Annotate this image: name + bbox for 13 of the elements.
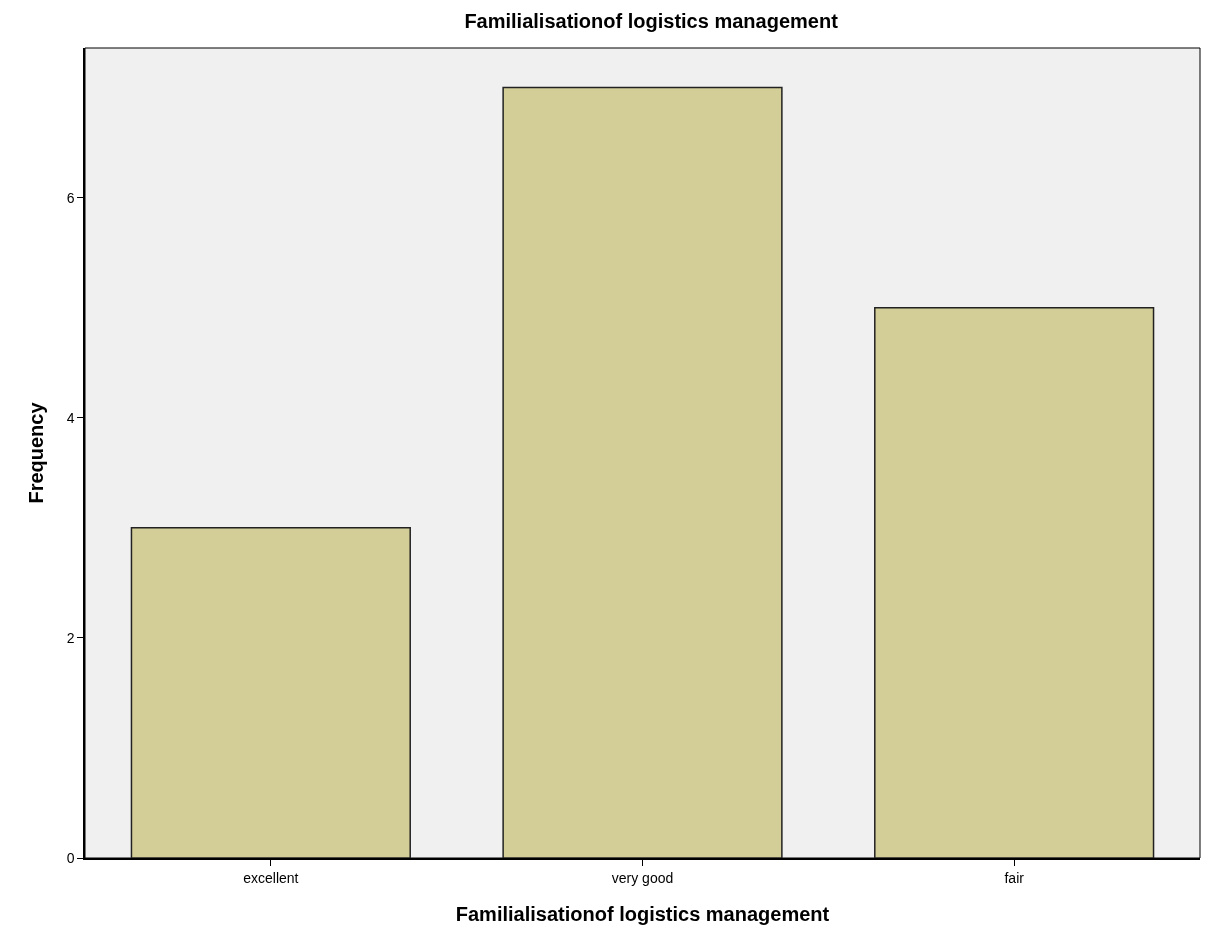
y-tick-label: 0 bbox=[66, 849, 75, 866]
x-tick-label: fair bbox=[1004, 869, 1025, 886]
y-tick-label: 6 bbox=[66, 189, 75, 206]
bar bbox=[130, 527, 411, 858]
y-tick-label: 2 bbox=[66, 629, 75, 646]
x-tick-label: excellent bbox=[243, 869, 299, 886]
y-axis-title: Frequency bbox=[24, 401, 47, 504]
bar bbox=[874, 306, 1155, 858]
chart-title: Familialisationof logistics management bbox=[464, 10, 839, 33]
x-tick-label: very good bbox=[611, 869, 674, 886]
y-tick-label: 4 bbox=[66, 409, 75, 426]
x-axis-title: Familialisationof logistics management bbox=[455, 902, 830, 925]
bar bbox=[502, 86, 783, 858]
